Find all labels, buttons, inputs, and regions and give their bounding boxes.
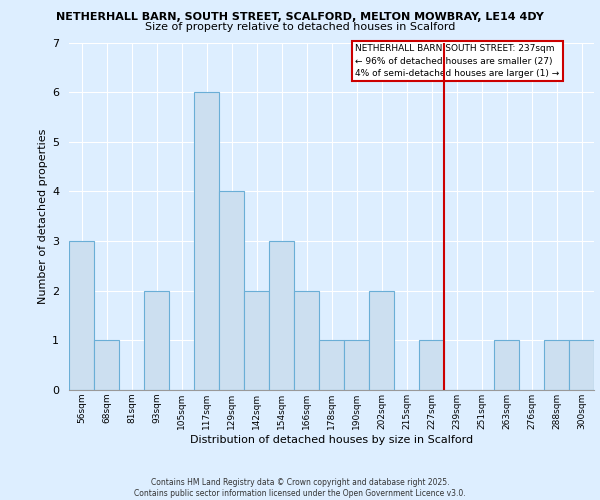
Bar <box>294 290 319 390</box>
X-axis label: Distribution of detached houses by size in Scalford: Distribution of detached houses by size … <box>190 434 473 444</box>
Bar <box>269 241 294 390</box>
Bar <box>219 192 244 390</box>
Bar <box>544 340 569 390</box>
Bar <box>144 290 169 390</box>
Bar <box>344 340 369 390</box>
Bar <box>94 340 119 390</box>
Y-axis label: Number of detached properties: Number of detached properties <box>38 128 48 304</box>
Bar <box>319 340 344 390</box>
Bar <box>419 340 444 390</box>
Bar <box>369 290 394 390</box>
Text: Contains HM Land Registry data © Crown copyright and database right 2025.
Contai: Contains HM Land Registry data © Crown c… <box>134 478 466 498</box>
Text: Size of property relative to detached houses in Scalford: Size of property relative to detached ho… <box>145 22 455 32</box>
Bar <box>494 340 519 390</box>
Bar <box>244 290 269 390</box>
Text: NETHERHALL BARN SOUTH STREET: 237sqm
← 96% of detached houses are smaller (27)
4: NETHERHALL BARN SOUTH STREET: 237sqm ← 9… <box>355 44 559 78</box>
Text: NETHERHALL BARN, SOUTH STREET, SCALFORD, MELTON MOWBRAY, LE14 4DY: NETHERHALL BARN, SOUTH STREET, SCALFORD,… <box>56 12 544 22</box>
Bar <box>569 340 594 390</box>
Bar <box>69 241 94 390</box>
Bar <box>194 92 219 390</box>
